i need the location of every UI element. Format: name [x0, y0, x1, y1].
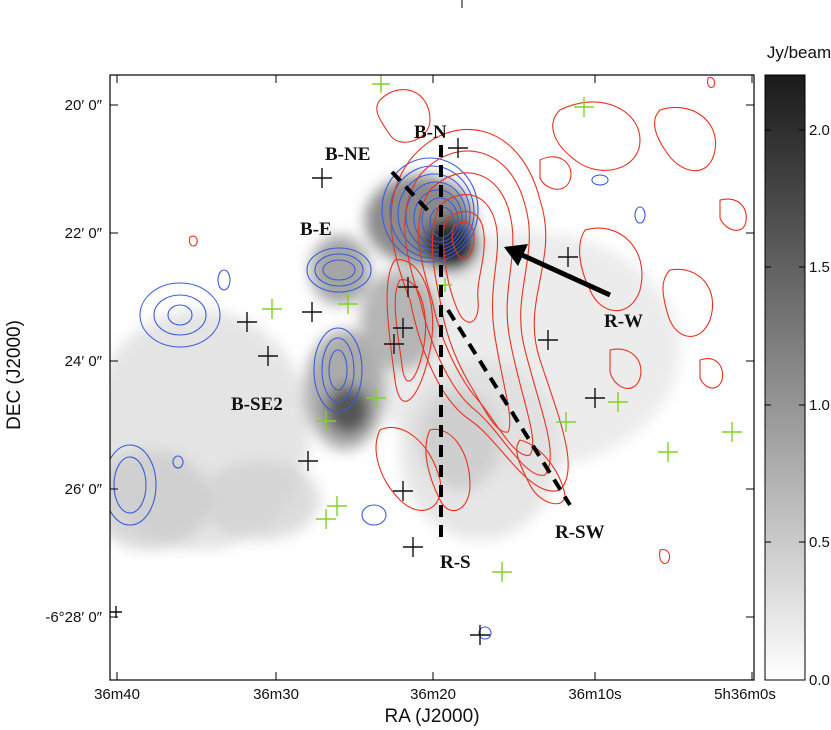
x-tick-label: 36m10s	[568, 686, 621, 703]
label-b-se2: B-SE2	[231, 394, 283, 415]
x-tick-label: 5h36m0s	[714, 686, 776, 703]
label-r-w: R-W	[604, 311, 643, 332]
colorbar-tick-label: 0.5	[809, 534, 830, 551]
region-labels: B-N B-NE B-E B-SE2 R-W R-S R-SW	[231, 122, 643, 573]
axis-ticks	[110, 75, 754, 680]
colorbar-tick-label: 1.0	[809, 397, 830, 414]
y-tick-label: 24′ 0″	[65, 353, 103, 370]
label-b-ne: B-NE	[325, 144, 370, 165]
colorbar-tick-label: 2.0	[809, 122, 830, 139]
colorbar: Jy/beam 0.0 0.5 1.0 1.5 2.0	[764, 43, 831, 689]
colorbar-title: Jy/beam	[767, 43, 831, 62]
label-r-s: R-S	[440, 552, 471, 573]
y-tick-label: 26′ 0″	[65, 481, 103, 498]
x-tick-label: 36m30	[253, 686, 299, 703]
label-b-e: B-E	[300, 219, 332, 240]
y-tick-label: -6°28′ 0″	[45, 609, 102, 626]
y-tick-label: 20′ 0″	[65, 97, 103, 114]
x-axis-title: RA (J2000)	[384, 706, 479, 727]
y-tick-labels: 20′ 0″ 22′ 0″ 24′ 0″ 26′ 0″ -6°28′ 0″	[45, 97, 102, 626]
x-tick-labels: 36m40 36m30 36m20 36m10s 5h36m0s	[94, 686, 776, 703]
colorbar-tick-label: 1.5	[809, 259, 830, 276]
label-r-sw: R-SW	[555, 522, 605, 543]
y-tick-label: 22′ 0″	[65, 225, 103, 242]
arrow-r-w	[504, 244, 612, 298]
x-tick-label: 36m20	[410, 686, 456, 703]
colorbar-tick-label: 0.0	[809, 672, 830, 689]
plot-frame	[109, 74, 755, 681]
x-tick-label: 36m40	[94, 686, 140, 703]
black-crosses	[110, 138, 605, 645]
blue-contours	[110, 157, 646, 640]
green-crosses	[262, 75, 742, 582]
y-axis-title: DEC (J2000)	[4, 320, 25, 430]
dashed-lines	[390, 145, 572, 545]
colorbar-gradient	[764, 74, 806, 681]
label-b-n: B-N	[414, 122, 447, 143]
